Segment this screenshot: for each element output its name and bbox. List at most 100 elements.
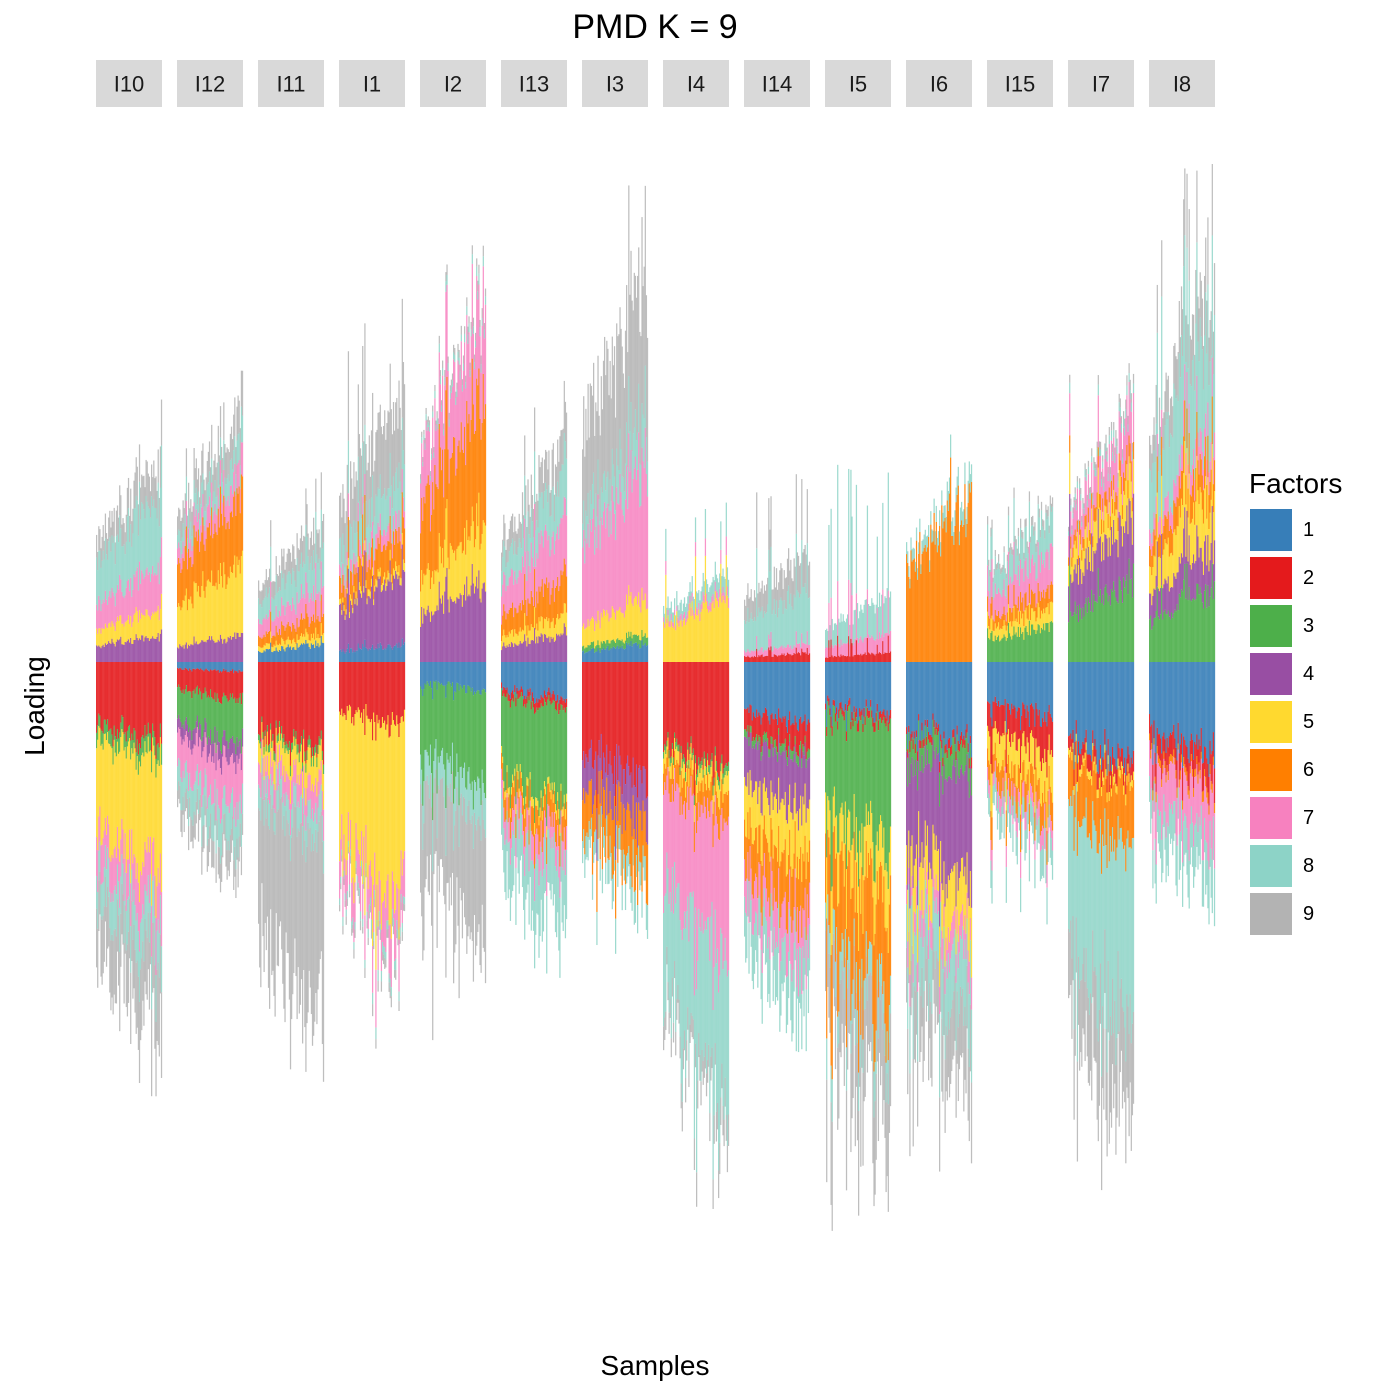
bar-segment-factor-6	[540, 586, 542, 617]
bar-segment-factor-7	[364, 474, 366, 495]
bar-segment-factor-6	[309, 623, 311, 641]
bar-segment-factor-9	[432, 871, 434, 1041]
bar-segment-factor-7	[389, 924, 391, 979]
bar-segment-factor-8	[230, 793, 233, 829]
bar-segment-factor-9	[461, 815, 464, 939]
bar-segment-factor-8	[343, 545, 345, 575]
bar-segment-factor-8	[402, 896, 405, 904]
bar-segment-factor-5	[671, 626, 674, 662]
bar-segment-factor-3	[155, 758, 157, 778]
bar-segment-factor-3	[423, 689, 425, 782]
bar-segment-factor-5	[515, 804, 517, 814]
bar-segment-factor-6	[666, 757, 668, 776]
bar-segment-factor-7	[624, 499, 627, 611]
bar-segment-factor-9	[346, 464, 348, 526]
bar-segment-factor-7	[556, 846, 558, 871]
bar-segment-factor-7	[354, 882, 356, 923]
bar-segment-factor-9	[346, 898, 348, 906]
bar-segment-factor-9	[472, 848, 475, 982]
bar-segment-factor-3	[519, 696, 521, 765]
bar-segment-factor-3	[631, 638, 633, 647]
bar-segment-factor-8	[353, 942, 355, 950]
bar-segment-factor-5	[384, 572, 386, 580]
bar-segment-factor-1	[582, 651, 584, 662]
bar-segment-factor-5	[131, 627, 133, 644]
bar-segment-factor-8	[392, 476, 395, 516]
bar-segment-factor-1	[212, 662, 214, 671]
bar-segment-factor-8	[457, 772, 459, 806]
bar-segment-factor-8	[447, 363, 449, 371]
bar-segment-factor-8	[203, 506, 205, 526]
bar-segment-factor-5	[529, 772, 531, 780]
bar-segment-factor-2	[230, 670, 233, 698]
bar-segment-factor-7	[381, 902, 384, 942]
bar-segment-factor-8	[539, 497, 541, 544]
bar-segment-factor-9	[112, 521, 114, 543]
bar-segment-factor-8	[394, 491, 396, 532]
bar-segment-factor-9	[453, 850, 455, 984]
bar-segment-factor-9	[143, 475, 145, 510]
bar-segment-factor-7	[400, 534, 402, 549]
bar-segment-factor-6	[426, 483, 428, 569]
bar-segment-factor-9	[120, 913, 122, 967]
bar-segment-factor-6	[560, 790, 562, 811]
bar-segment-factor-4	[476, 576, 478, 662]
bar-segment-factor-8	[584, 854, 586, 878]
bar-segment-factor-7	[563, 827, 565, 851]
bar-segment-factor-7	[213, 511, 215, 534]
bar-segment-factor-8	[508, 551, 510, 578]
bar-segment-factor-3	[314, 747, 316, 756]
bar-segment-factor-8	[590, 504, 593, 532]
bar-segment-factor-4	[530, 640, 532, 662]
bar-segment-factor-8	[510, 848, 513, 898]
bar-segment-factor-6	[197, 529, 200, 586]
bar-segment-factor-7	[551, 536, 553, 588]
bar-segment-factor-2	[549, 692, 551, 702]
bar-segment-factor-8	[565, 458, 568, 516]
bar-segment-factor-4	[104, 643, 107, 662]
bar-segment-factor-9	[443, 423, 445, 430]
bar-segment-factor-3	[644, 633, 646, 643]
bar-segment-factor-4	[552, 637, 554, 662]
bar-segment-factor-6	[459, 452, 461, 543]
bar-segment-factor-6	[351, 572, 353, 599]
bar-segment-factor-9	[140, 969, 142, 1041]
bar-segment-factor-6	[532, 605, 535, 628]
bar-segment-factor-8	[637, 432, 639, 470]
bar-segment-factor-7	[98, 595, 100, 629]
bar-segment-factor-8	[185, 760, 188, 789]
bar-segment-factor-5	[137, 622, 140, 641]
bar-segment-factor-3	[236, 698, 238, 738]
bar-segment-factor-9	[606, 340, 608, 478]
bar-segment-factor-9	[456, 382, 458, 390]
bar-segment-factor-9	[521, 492, 524, 519]
bar-segment-factor-4	[431, 611, 433, 662]
bar-segment-factor-6	[423, 496, 425, 574]
bar-segment-factor-4	[423, 608, 425, 662]
bar-segment-factor-9	[235, 447, 237, 475]
bar-segment-factor-7	[232, 753, 234, 788]
bar-segment-factor-7	[226, 761, 228, 807]
bar-segment-factor-3	[100, 729, 102, 746]
bar-segment-factor-5	[547, 777, 549, 784]
bar-segment-factor-8	[160, 445, 163, 538]
bar-segment-factor-4	[119, 639, 121, 662]
bar-segment-factor-5	[370, 719, 373, 877]
bar-segment-factor-2	[375, 662, 377, 741]
bar-segment-factor-7	[369, 557, 372, 570]
bar-segment-factor-7	[302, 798, 304, 827]
bar-segment-factor-9	[449, 783, 451, 878]
bar-segment-factor-8	[384, 488, 386, 530]
bar-segment-factor-6	[237, 493, 239, 566]
bar-segment-factor-5	[218, 584, 221, 642]
bar-segment-factor-8	[461, 385, 464, 392]
bar-segment-factor-6	[476, 378, 478, 504]
bar-segment-factor-3	[214, 692, 216, 727]
bar-segment-factor-9	[104, 876, 107, 922]
bar-segment-factor-4	[203, 729, 205, 748]
bar-segment-factor-7	[615, 540, 617, 620]
bar-segment-factor-5	[610, 617, 612, 641]
bar-segment-factor-8	[131, 546, 133, 597]
bar-segment-factor-7	[394, 531, 396, 545]
bar-segment-factor-8	[361, 518, 363, 555]
